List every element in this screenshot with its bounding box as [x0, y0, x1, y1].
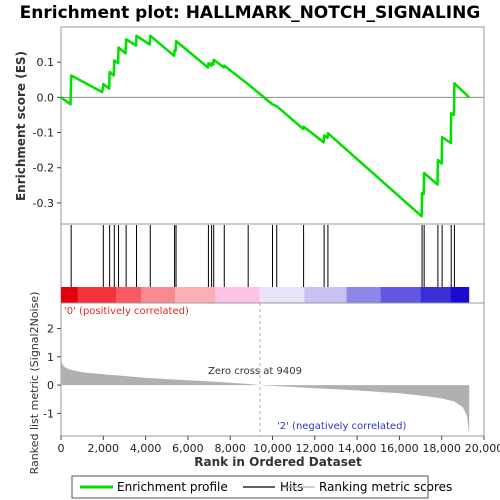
legend: Enrichment profile Hits Ranking metric sco…	[71, 475, 452, 499]
color-bar-segment	[380, 287, 421, 303]
color-bar-segment	[259, 287, 305, 303]
negative-correlation-label: '2' (negatively correlated)	[277, 421, 406, 432]
x-tick-label: 4,000	[130, 442, 162, 455]
x-tick-label: 10,000	[253, 442, 292, 455]
legend-label: Ranking metric scores	[319, 480, 452, 494]
enrichment-profile-line	[60, 34, 471, 218]
color-bar-segment	[420, 287, 451, 303]
x-tick-label: 18,000	[422, 442, 461, 455]
es-y-tick-label: -0.2	[33, 162, 54, 175]
positive-correlation-label: '0' (positively correlated)	[64, 306, 189, 317]
x-axis-label: Rank in Ordered Dataset	[194, 455, 362, 469]
zero-cross-label: Zero cross at 9409	[208, 366, 302, 377]
x-tick-label: 16,000	[380, 442, 419, 455]
es-plot-area	[60, 26, 485, 225]
metric-y-tick-label: 2	[47, 322, 54, 335]
es-panel: -0.3 -0.2 -0.1 0.0 0.1	[33, 26, 485, 225]
hits-panel	[60, 223, 485, 304]
es-y-tick-label: -0.1	[33, 127, 54, 140]
metric-panel: -1 0 1 2 '0' (positively correlated) Zero cro…	[43, 302, 500, 455]
color-bar-segment	[175, 287, 216, 303]
color-bar-segment	[115, 287, 142, 303]
color-bar-segment	[215, 287, 260, 303]
x-tick-label: 6,000	[172, 442, 204, 455]
color-bar-segment	[61, 287, 78, 303]
x-tick-label: 8,000	[214, 442, 246, 455]
x-tick-label: 20,000	[465, 442, 500, 455]
color-bar-segment	[77, 287, 116, 303]
metric-y-tick-label: -1	[43, 407, 54, 420]
color-bar-segment	[346, 287, 381, 303]
x-tick-label: 0	[58, 442, 65, 455]
color-bar-segment	[141, 287, 176, 303]
x-tick-label: 2,000	[88, 442, 120, 455]
x-tick-label: 12,000	[296, 442, 335, 455]
metric-y-tick-label: 1	[47, 351, 54, 364]
legend-label: Enrichment profile	[117, 480, 228, 494]
metric-plot-area	[60, 302, 485, 437]
color-bar-segment	[450, 287, 470, 303]
x-tick-label: 14,000	[338, 442, 377, 455]
es-axis-label: Enrichment score (ES)	[14, 51, 28, 201]
metric-axis-label: Ranked list metric (Signal2Noise)	[28, 292, 41, 475]
es-y-tick-label: 0.0	[37, 91, 55, 104]
es-y-tick-label: 0.1	[37, 56, 55, 69]
metric-y-tick-label: 0	[47, 379, 54, 392]
color-bar-segment	[304, 287, 347, 303]
es-y-tick-label: -0.3	[33, 197, 54, 210]
chart-title: Enrichment plot: HALLMARK_NOTCH_SIGNALIN…	[20, 3, 481, 23]
